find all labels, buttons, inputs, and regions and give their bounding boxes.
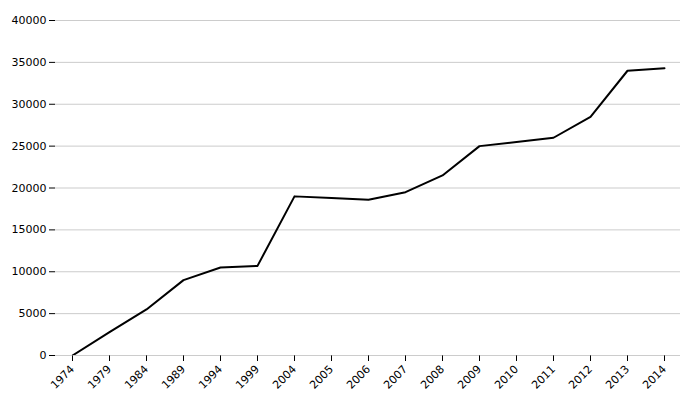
svg-text:1999: 1999 <box>233 363 262 392</box>
svg-text:1994: 1994 <box>196 363 225 392</box>
svg-text:0: 0 <box>40 349 47 362</box>
svg-text:2004: 2004 <box>270 363 299 392</box>
svg-text:2012: 2012 <box>566 363 595 392</box>
svg-text:1974: 1974 <box>48 363 77 392</box>
svg-text:2011: 2011 <box>529 363 558 392</box>
svg-text:2008: 2008 <box>418 363 447 392</box>
svg-text:40000: 40000 <box>12 14 47 27</box>
svg-text:2013: 2013 <box>603 363 632 392</box>
svg-text:10000: 10000 <box>12 265 47 278</box>
svg-text:2014: 2014 <box>640 363 669 392</box>
svg-text:25000: 25000 <box>12 140 47 153</box>
svg-text:20000: 20000 <box>12 182 47 195</box>
svg-text:15000: 15000 <box>12 223 47 236</box>
svg-text:2005: 2005 <box>307 363 336 392</box>
svg-text:1989: 1989 <box>159 363 188 392</box>
svg-text:5000: 5000 <box>19 307 47 320</box>
svg-text:2010: 2010 <box>492 363 521 392</box>
svg-text:2006: 2006 <box>344 363 373 392</box>
svg-text:1979: 1979 <box>85 363 114 392</box>
svg-text:35000: 35000 <box>12 56 47 69</box>
svg-text:2007: 2007 <box>381 363 410 392</box>
svg-text:1984: 1984 <box>122 363 151 392</box>
svg-text:30000: 30000 <box>12 98 47 111</box>
svg-text:2009: 2009 <box>455 363 484 392</box>
